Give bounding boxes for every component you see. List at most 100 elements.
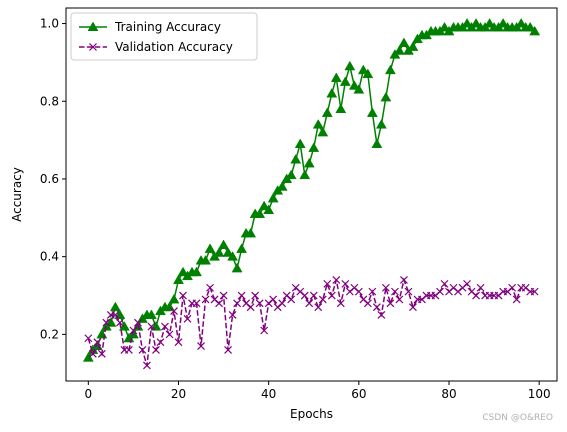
x-tick-label: 20	[171, 387, 186, 401]
data-point-training	[357, 64, 369, 75]
marker-stroke	[282, 291, 291, 300]
data-point-training	[461, 18, 473, 28]
marker-stroke	[165, 330, 174, 339]
data-point-training	[254, 208, 266, 218]
data-point-training	[312, 119, 324, 129]
marker-stroke	[210, 295, 219, 304]
marker-stroke	[449, 283, 458, 292]
data-point-training	[366, 107, 378, 117]
data-point-validation	[404, 287, 413, 296]
marker-stroke	[156, 338, 165, 347]
marker-stroke	[215, 299, 223, 308]
data-point-training	[339, 76, 351, 86]
data-point-training	[222, 247, 234, 257]
marker-stroke	[341, 279, 350, 288]
data-point-training	[82, 352, 94, 362]
data-point-training	[285, 169, 297, 180]
data-point-training	[398, 37, 410, 47]
data-point-training	[393, 45, 405, 55]
marker-stroke	[354, 287, 363, 296]
data-point-validation	[206, 283, 214, 292]
data-point-validation	[318, 295, 327, 304]
legend: Training Accuracy Validation Accuracy	[70, 12, 258, 61]
marker-stroke	[197, 342, 205, 350]
data-point-training	[317, 126, 329, 137]
data-point-validation	[152, 345, 160, 354]
marker-stroke	[472, 291, 480, 300]
data-point-training	[245, 227, 257, 238]
marker-stroke	[530, 287, 539, 296]
data-point-validation	[102, 318, 111, 327]
y-axis: 0.2 0.4 0.6 0.8 1.0	[40, 17, 66, 341]
x-tick-label: 40	[261, 387, 276, 401]
marker-stroke	[219, 291, 228, 300]
data-point-validation	[192, 299, 201, 308]
marker-stroke	[278, 299, 287, 308]
marker-stroke	[97, 349, 106, 358]
data-point-validation	[165, 330, 174, 339]
marker-stroke	[350, 283, 359, 292]
data-point-validation	[138, 345, 147, 354]
data-point-validation	[440, 279, 449, 288]
marker-stroke	[206, 283, 214, 292]
marker-stroke	[269, 295, 278, 304]
series-line-training	[87, 22, 536, 359]
marker-stroke	[386, 299, 395, 308]
data-point-training	[335, 103, 347, 114]
data-point-validation	[300, 291, 309, 300]
data-point-validation	[512, 295, 521, 304]
data-point-validation	[219, 291, 228, 300]
data-point-training	[177, 266, 189, 277]
legend-marker-validation	[89, 43, 97, 51]
marker-stroke	[233, 299, 242, 308]
marker-stroke	[395, 295, 404, 304]
marker-stroke	[115, 318, 124, 327]
data-point-validation	[372, 303, 381, 312]
data-point-validation	[363, 299, 372, 308]
marker-stroke	[436, 287, 444, 296]
marker-stroke	[242, 299, 251, 308]
data-point-validation	[377, 311, 386, 319]
marker-stroke	[363, 299, 372, 308]
data-point-validation	[133, 318, 142, 327]
marker-stroke	[255, 299, 264, 308]
data-point-validation	[278, 299, 287, 308]
data-point-training	[294, 138, 306, 148]
legend-label-validation: Validation Accuracy	[115, 40, 233, 54]
series-layer	[82, 18, 541, 370]
data-point-validation	[170, 307, 178, 315]
marker-stroke	[228, 311, 237, 319]
data-point-validation	[409, 303, 417, 312]
y-tick-label: 1.0	[40, 17, 59, 31]
legend-label-training: Training Accuracy	[114, 20, 221, 34]
data-point-validation	[124, 345, 133, 354]
data-point-training	[227, 251, 239, 261]
data-point-training	[231, 262, 243, 273]
data-point-validation	[395, 295, 404, 304]
marker-stroke	[260, 326, 269, 335]
marker-stroke	[300, 291, 309, 300]
data-point-training	[303, 157, 315, 168]
marker-stroke	[183, 314, 192, 323]
marker-stroke	[88, 349, 97, 358]
marker-stroke	[463, 279, 471, 288]
data-point-training	[344, 60, 356, 71]
data-point-validation	[183, 314, 192, 323]
data-point-training	[168, 293, 180, 304]
y-tick-label: 0.8	[40, 94, 59, 108]
marker-stroke	[179, 291, 187, 300]
x-tick-label: 80	[441, 387, 456, 401]
marker-stroke	[147, 322, 156, 331]
watermark: CSDN @O&REO	[482, 413, 553, 423]
marker-stroke	[336, 299, 345, 308]
data-point-validation	[323, 279, 332, 288]
data-point-validation	[354, 287, 363, 296]
data-point-training	[330, 72, 342, 82]
data-point-validation	[400, 276, 408, 284]
data-point-training	[524, 21, 536, 32]
marker-stroke	[192, 299, 201, 308]
data-point-validation	[174, 338, 183, 347]
data-point-training	[308, 142, 320, 152]
marker-stroke	[476, 283, 485, 292]
